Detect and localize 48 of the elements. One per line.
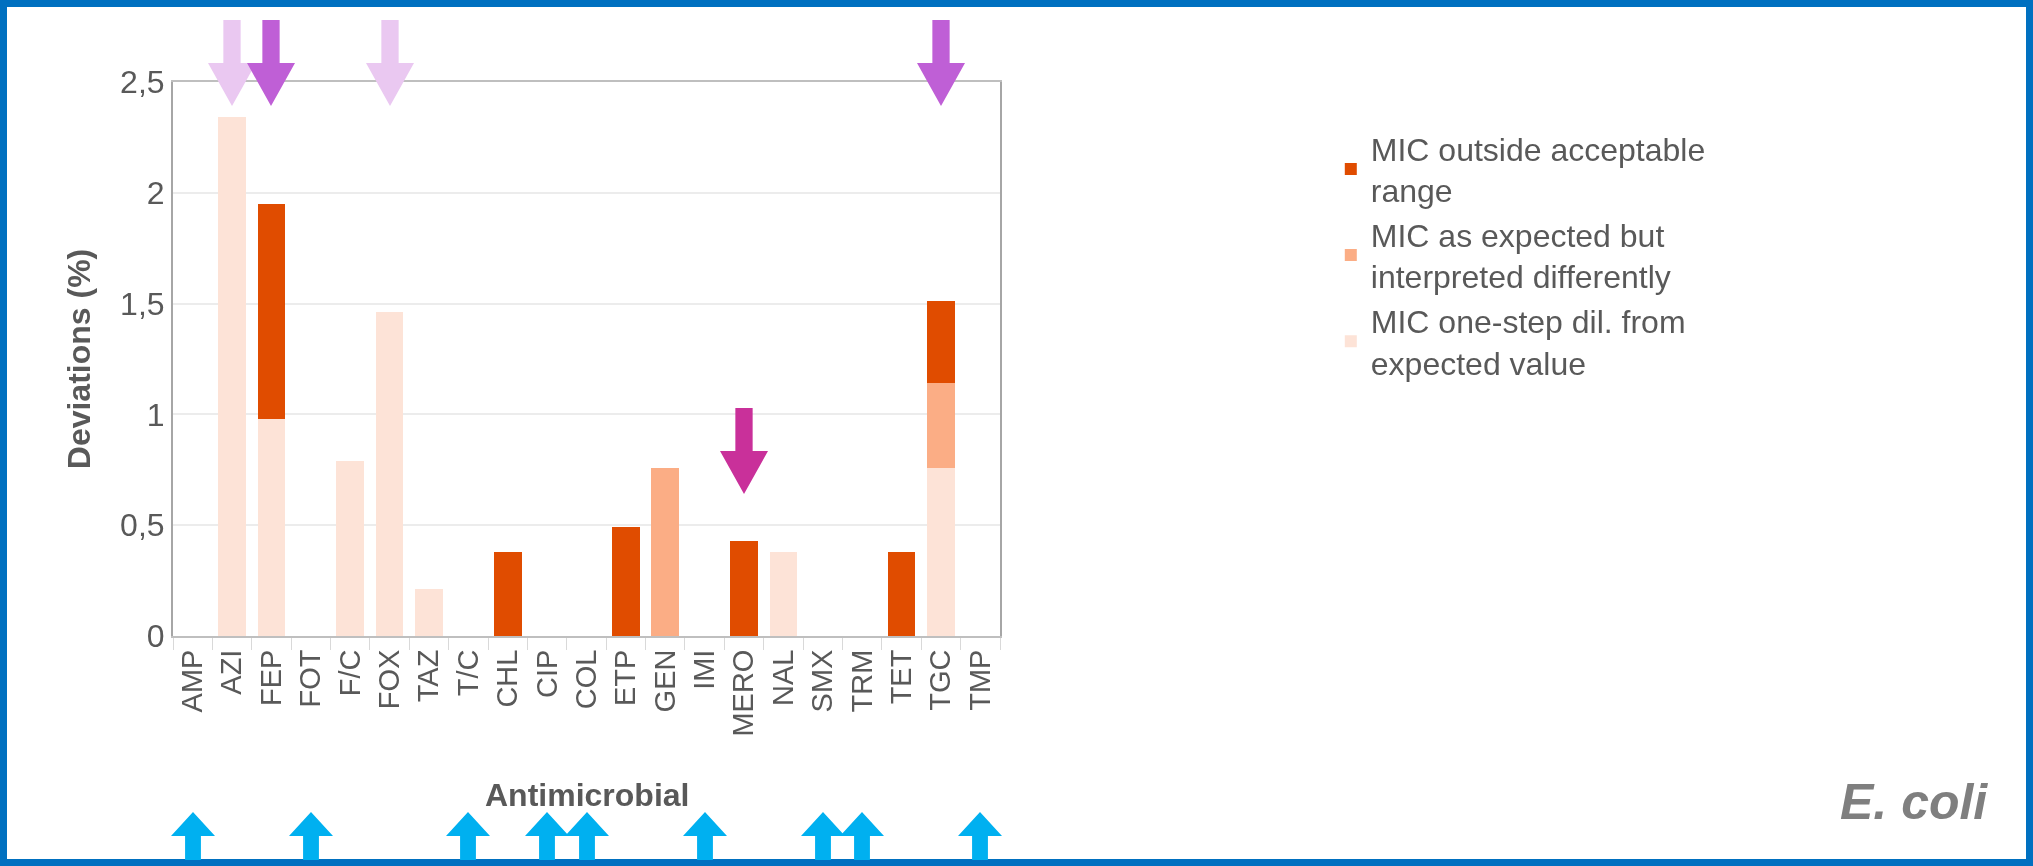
- bar: [218, 117, 246, 636]
- x-tick-label: IMI: [688, 649, 721, 690]
- x-tick-label: TET: [884, 649, 917, 705]
- bar: [887, 551, 916, 636]
- x-tick-label: CIP: [530, 649, 563, 698]
- bar: [375, 312, 404, 636]
- legend-label: MIC outside acceptable range: [1370, 131, 1706, 210]
- x-tick-label: FOX: [373, 649, 406, 710]
- y-tick-label: 1,5: [120, 285, 165, 322]
- x-tick-label: CHL: [491, 649, 524, 708]
- y-tick-label: 2,5: [120, 64, 165, 101]
- x-tick-label: FOT: [294, 649, 327, 708]
- bar: [493, 551, 522, 636]
- text: E. coli: [1840, 774, 1989, 830]
- y-axis-title: Deviations (%): [60, 248, 97, 470]
- x-tick-label: TMP: [963, 649, 996, 711]
- bar: [612, 527, 640, 636]
- bar: [415, 589, 443, 636]
- x-tick-label: AZI: [215, 649, 248, 695]
- y-tick-label: 2: [146, 175, 165, 211]
- x-tick-label: T/C: [451, 649, 484, 697]
- y-tick-label: 0: [146, 618, 165, 655]
- bar: [730, 540, 758, 636]
- x-tick-label: SMX: [806, 649, 839, 713]
- bar: [927, 467, 955, 636]
- legend-label: MIC as expected but interpreted differently: [1370, 217, 1671, 296]
- bar: [336, 460, 364, 636]
- x-tick-label: FEP: [254, 649, 287, 707]
- legend-label: MIC one-step dil. from expected value: [1370, 303, 1686, 382]
- y-tick-label: 1: [146, 396, 165, 433]
- x-tick-label: GEN: [648, 649, 681, 713]
- x-tick-label: TRM: [845, 649, 878, 713]
- bar: [257, 203, 286, 419]
- x-tick-label: AMP: [176, 649, 209, 713]
- y-tick-label: 0,5: [120, 507, 165, 544]
- bar: [927, 301, 955, 384]
- x-tick-label: TGC: [924, 649, 957, 711]
- x-tick-label: NAL: [766, 649, 799, 707]
- x-tick-label: F/C: [333, 649, 366, 697]
- x-tick-label: ETP: [609, 649, 642, 707]
- x-tick-label: COL: [569, 649, 602, 710]
- bar: [769, 551, 798, 636]
- bar: [651, 467, 680, 636]
- x-tick-label: MERO: [727, 649, 760, 737]
- bar: [257, 418, 286, 636]
- x-axis-title: Antimicrobial: [485, 777, 690, 813]
- bar: [927, 383, 955, 468]
- x-tick-label: TAZ: [412, 649, 445, 703]
